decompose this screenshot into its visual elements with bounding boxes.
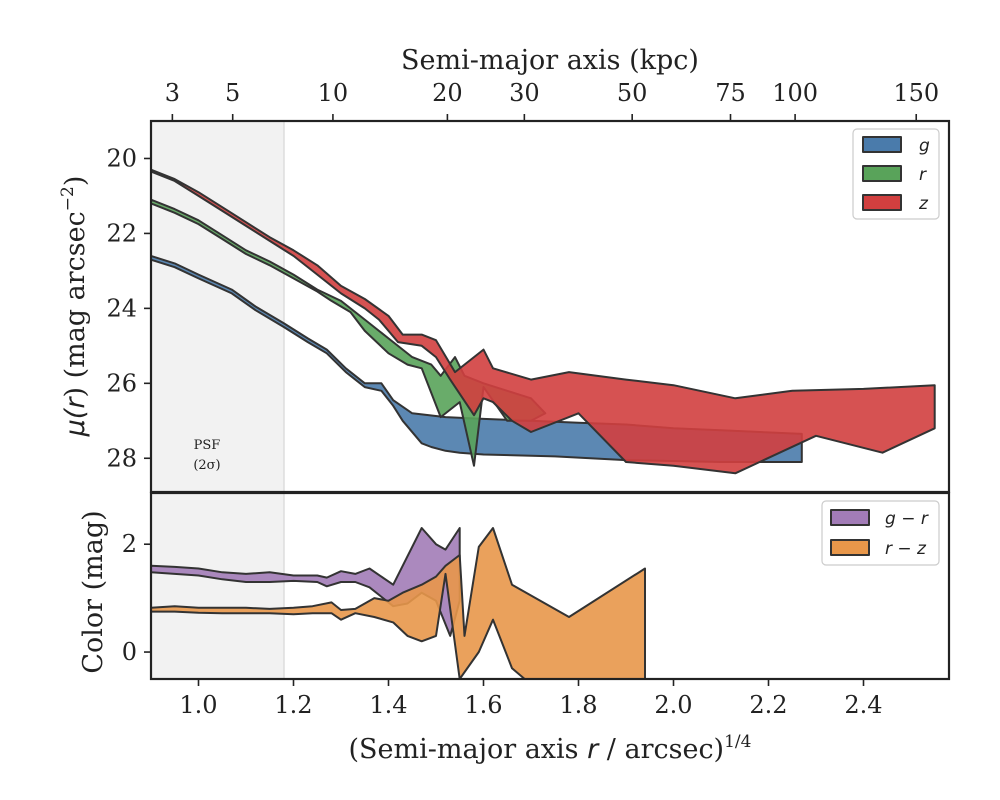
legend-swatch-r-z: [830, 539, 870, 556]
y-tick-label-bottom: 0: [122, 638, 137, 666]
surface-brightness-bands: [151, 168, 936, 475]
psf-label-sigma: (2σ): [193, 458, 220, 473]
top-axis-title: Semi-major axis (kpc): [401, 45, 699, 76]
x-tick-label: 1.8: [559, 691, 597, 719]
x-axis-title: (Semi-major axis r / arcsec)1/4: [349, 732, 752, 765]
y-tick-label-top: 20: [106, 144, 137, 172]
x-tick-label: 1.6: [464, 691, 502, 719]
legend-swatch-z: [862, 194, 902, 211]
legend-label-g-r: g − r: [885, 509, 929, 529]
bottom-panel-frame: [149, 491, 951, 681]
top-axis-tick-label: 75: [715, 79, 746, 107]
legend-label-r: r: [919, 165, 927, 185]
y-tick-label-top: 28: [106, 444, 137, 472]
y-tick-label-top: 22: [106, 219, 137, 247]
x-tick-label: 2.0: [654, 691, 692, 719]
legend-top: g r z: [852, 128, 940, 220]
legend-bottom: g − r r − z: [821, 500, 940, 566]
legend-swatch-g-r: [830, 509, 870, 526]
top-axis-tick-label: 20: [432, 79, 463, 107]
y-tick-label-bottom: 2: [122, 530, 137, 558]
x-tick-label: 2.2: [749, 691, 787, 719]
psf-label: PSF: [194, 438, 221, 453]
psf-shade-top: [151, 121, 284, 492]
y-axis-title-bottom: Color (mag): [78, 510, 109, 673]
band-color-r-z: [151, 527, 646, 679]
top-axis-tick-label: 5: [225, 79, 240, 107]
top-axis-tick-label: 30: [509, 79, 540, 107]
top-axis-tick-label: 50: [617, 79, 648, 107]
top-axis-tick-label: 10: [318, 79, 349, 107]
legend-label-z: z: [918, 194, 929, 214]
top-axis-tick-label: 3: [165, 79, 180, 107]
x-tick-label: 1.4: [369, 691, 407, 719]
y-axis-title-top: μ(r) (mag arcsec−2): [58, 176, 91, 438]
legend-swatch-r: [862, 165, 902, 182]
legend-label-r-z: r − z: [885, 539, 927, 559]
band-surface-brightness-z: [151, 168, 936, 475]
psf-shade-bottom: [151, 493, 284, 679]
axis-ticks: 1.0 1.2 1.4 1.6 1.8 2.0 2.2 2.43 5 10 20 30 50 75 100 1…: [106, 79, 939, 719]
x-tick-label: 1.2: [274, 691, 312, 719]
y-tick-label-top: 24: [106, 294, 137, 322]
legend-swatch-g: [862, 136, 902, 153]
top-axis-tick-label: 150: [893, 79, 939, 107]
x-tick-label: 1.0: [179, 691, 217, 719]
x-tick-label: 2.4: [844, 691, 882, 719]
color-bands: [151, 527, 646, 679]
top-axis-tick-label: 100: [772, 79, 818, 107]
legend-label-g: g: [919, 136, 930, 156]
y-tick-label-top: 26: [106, 369, 137, 397]
psf-region: [151, 121, 285, 679]
